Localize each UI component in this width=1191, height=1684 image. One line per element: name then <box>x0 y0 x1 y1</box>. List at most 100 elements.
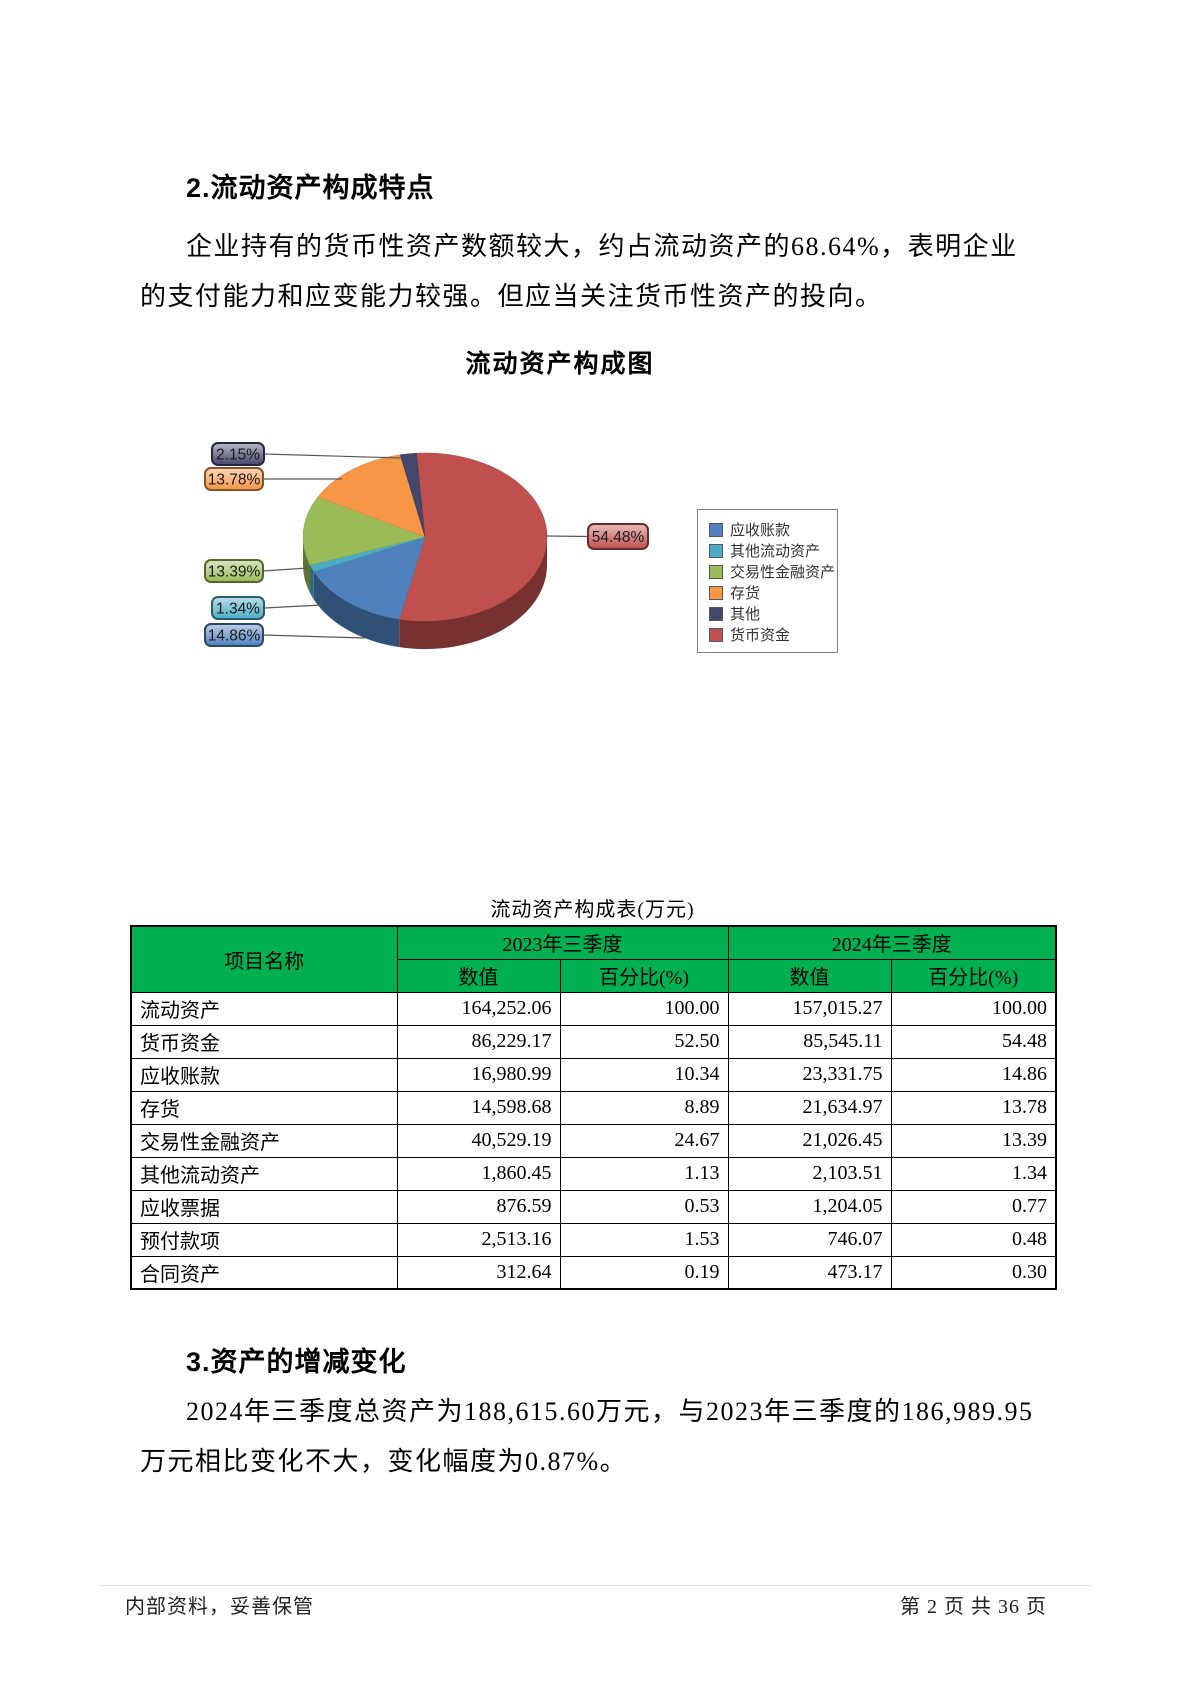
table-corner-header: 项目名称 <box>130 925 398 993</box>
row-value: 473.17 <box>727 1255 892 1290</box>
row-value: 0.77 <box>890 1189 1057 1224</box>
row-value: 86,229.17 <box>396 1024 561 1059</box>
legend-label: 其他流动资产 <box>730 543 821 560</box>
table-row: 预付款项 2,513.16 1.53 746.07 0.48 <box>130 1222 1057 1257</box>
chart-title: 流动资产构成图 <box>465 350 655 378</box>
table-sub-header: 数值 <box>396 958 561 993</box>
paragraph-line: 企业持有的货币性资产数额较大，约占流动资产的68.64%，表明企业 <box>186 232 1018 261</box>
row-value: 13.39 <box>890 1123 1057 1158</box>
row-value: 10.34 <box>559 1057 729 1092</box>
table-title: 流动资产构成表(万元) <box>490 899 695 921</box>
row-value: 0.19 <box>559 1255 729 1290</box>
row-item-name: 应收票据 <box>130 1189 398 1224</box>
row-item-name: 交易性金融资产 <box>130 1123 398 1158</box>
callout-box <box>587 523 649 550</box>
legend-item: 货币资金 <box>709 624 829 645</box>
row-value: 13.78 <box>890 1090 1057 1125</box>
legend-label: 交易性金融资产 <box>730 564 836 581</box>
legend-swatch <box>709 543 723 558</box>
row-value: 100.00 <box>559 991 729 1026</box>
callout-box <box>204 623 264 647</box>
table-row: 存货 14,598.68 8.89 21,634.97 13.78 <box>130 1090 1057 1125</box>
callout-line <box>263 453 403 459</box>
row-value: 1.13 <box>559 1156 729 1191</box>
legend-label: 货币资金 <box>730 627 791 644</box>
row-value: 8.89 <box>559 1090 729 1125</box>
row-item-name: 货币资金 <box>130 1024 398 1059</box>
row-value: 14.86 <box>890 1057 1057 1092</box>
footer-left: 内部资料，妥善保管 <box>125 1596 314 1618</box>
row-value: 21,026.45 <box>727 1123 892 1158</box>
pie-chart: 2.15% 13.78% 13.39% 1.34% 14.86% 54.48% <box>204 442 649 649</box>
row-value: 1.53 <box>559 1222 729 1257</box>
row-value: 40,529.19 <box>396 1123 561 1158</box>
row-value: 876.59 <box>396 1189 561 1224</box>
row-item-name: 预付款项 <box>130 1222 398 1257</box>
row-value: 2,513.16 <box>396 1222 561 1257</box>
chart-legend: 应收账款其他流动资产 交易性金融资产 存货其他货币资金 <box>697 509 838 653</box>
table-sub-header: 数值 <box>727 958 892 993</box>
table-group-header: 2023年三季度 <box>396 925 729 960</box>
callout-box <box>211 596 265 620</box>
table-row: 交易性金融资产 40,529.19 24.67 21,026.45 13.39 <box>130 1123 1057 1158</box>
row-item-name: 存货 <box>130 1090 398 1125</box>
section-heading-3: 3.资产的增减变化 <box>186 1347 407 1377</box>
pie-slice-交易性金融资产 <box>302 496 426 566</box>
row-item-name: 其他流动资产 <box>130 1156 398 1191</box>
table-group-header: 2024年三季度 <box>727 925 1057 960</box>
callout-label: 2.15% <box>216 447 260 464</box>
section-heading-2: 2.流动资产构成特点 <box>186 173 435 203</box>
row-value: 21,634.97 <box>727 1090 892 1125</box>
table-row: 应收账款 16,980.99 10.34 23,331.75 14.86 <box>130 1057 1057 1092</box>
row-value: 85,545.11 <box>727 1024 892 1059</box>
row-value: 0.48 <box>890 1222 1057 1257</box>
legend-swatch <box>709 564 723 579</box>
pie-slice-货币资金 <box>399 452 548 622</box>
paragraph-line: 万元相比变化不大，变化幅度为0.87%。 <box>140 1447 628 1476</box>
legend-swatch <box>709 627 723 642</box>
row-item-name: 流动资产 <box>130 991 398 1026</box>
footer-right: 第 2 页 共 36 页 <box>900 1596 1047 1618</box>
legend-label: 应收账款 <box>730 522 791 539</box>
pie-slice-side <box>399 537 547 649</box>
legend-item: 其他流动资产 <box>709 540 829 561</box>
callout-label: 54.48% <box>592 529 645 546</box>
row-value: 23,331.75 <box>727 1057 892 1092</box>
table-row: 合同资产 312.64 0.19 473.17 0.30 <box>130 1255 1057 1290</box>
table-sub-header: 百分比(%) <box>559 958 729 993</box>
callout-line <box>545 535 589 538</box>
pie-slice-side <box>303 537 311 594</box>
paragraph-line: 2024年三季度总资产为188,615.60万元，与2023年三季度的186,9… <box>186 1397 1034 1426</box>
legend-label: 其他 <box>730 606 761 623</box>
row-value: 52.50 <box>559 1024 729 1059</box>
row-item-name: 应收账款 <box>130 1057 398 1092</box>
legend-item: 存货 <box>709 582 829 603</box>
row-value: 16,980.99 <box>396 1057 561 1092</box>
row-value: 1,204.05 <box>727 1189 892 1224</box>
legend-swatch <box>709 606 723 621</box>
callout-box <box>211 442 265 466</box>
pie-slice-side <box>310 565 314 600</box>
legend-swatch <box>709 585 723 600</box>
table-row: 应收票据 876.59 0.53 1,204.05 0.77 <box>130 1189 1057 1224</box>
row-item-name: 合同资产 <box>130 1255 398 1290</box>
row-value: 746.07 <box>727 1222 892 1257</box>
pie-slice-存货 <box>317 454 426 538</box>
row-value: 24.67 <box>559 1123 729 1158</box>
callout-label: 13.78% <box>208 472 261 489</box>
pie-slice-side <box>313 571 400 648</box>
legend-item: 应收账款 <box>709 519 829 540</box>
callout-line <box>263 604 323 609</box>
row-value: 164,252.06 <box>396 991 561 1026</box>
pie-slice-应收账款 <box>313 536 426 620</box>
table-sub-header: 百分比(%) <box>890 958 1057 993</box>
row-value: 1,860.45 <box>396 1156 561 1191</box>
legend-label: 存货 <box>730 585 761 602</box>
callout-label: 13.39% <box>208 564 261 581</box>
table-row: 流动资产 164,252.06 100.00 157,015.27 100.00 <box>130 991 1057 1026</box>
legend-item: 交易性金融资产 <box>709 561 835 582</box>
legend-swatch <box>709 522 723 537</box>
row-value: 54.48 <box>890 1024 1057 1059</box>
current-assets-table: 项目名称 2023年三季度 2024年三季度 数值 百分比(%) 数值 百分比(%) 流动资产… <box>130 925 1057 1290</box>
